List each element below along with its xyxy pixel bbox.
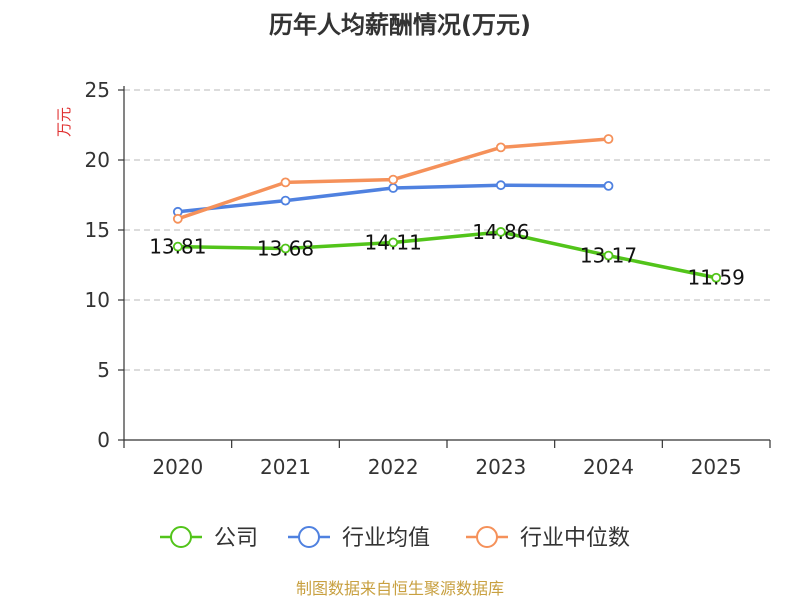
data-point[interactable] — [172, 213, 183, 224]
legend-item[interactable]: 行业均值 — [288, 526, 430, 551]
x-tick-label: 2023 — [475, 455, 526, 479]
legend-label: 行业均值 — [342, 526, 430, 551]
legend-label: 公司 — [214, 526, 258, 551]
data-label: 13.17 — [580, 244, 637, 268]
data-point[interactable] — [603, 180, 614, 191]
data-point[interactable] — [711, 272, 722, 283]
y-tick-label: 20 — [85, 148, 110, 172]
data-point[interactable] — [280, 177, 291, 188]
data-point[interactable] — [172, 241, 183, 252]
series-1 — [172, 180, 614, 217]
data-point[interactable] — [280, 243, 291, 254]
x-tick-label: 2020 — [152, 455, 203, 479]
data-point[interactable] — [495, 142, 506, 153]
data-label: 13.81 — [149, 235, 206, 259]
y-tick-label: 15 — [85, 218, 110, 242]
series-2 — [172, 134, 614, 224]
y-tick-label: 0 — [97, 428, 110, 452]
legend-marker — [476, 526, 498, 548]
y-axis-label: 万元 — [55, 107, 73, 137]
x-tick-label: 2025 — [691, 455, 742, 479]
data-label: 13.68 — [257, 236, 314, 260]
data-point[interactable] — [495, 180, 506, 191]
data-point[interactable] — [388, 174, 399, 185]
legend-marker — [298, 526, 320, 548]
y-tick-label: 10 — [85, 288, 110, 312]
data-label: 11.59 — [688, 266, 745, 290]
legend-item[interactable]: 行业中位数 — [466, 526, 630, 551]
x-tick-label: 2022 — [368, 455, 419, 479]
legend-item[interactable]: 公司 — [160, 526, 258, 551]
grid-lines — [124, 89, 770, 371]
data-point[interactable] — [280, 195, 291, 206]
chart-title: 历年人均薪酬情况(万元) — [269, 11, 531, 39]
x-tick-label: 2024 — [583, 455, 634, 479]
y-tick-label: 5 — [97, 358, 110, 382]
legend[interactable]: 公司 行业均值 行业中位数 — [160, 526, 630, 551]
data-label: 14.11 — [365, 230, 422, 254]
data-point[interactable] — [388, 237, 399, 248]
data-point[interactable] — [603, 134, 614, 144]
y-tick-label: 25 — [85, 78, 110, 102]
x-tick-label: 2021 — [260, 455, 311, 479]
source-note: 制图数据来自恒生聚源数据库 — [296, 579, 504, 598]
legend-marker — [170, 526, 192, 548]
series-line — [176, 230, 718, 280]
data-point[interactable] — [388, 183, 399, 193]
series-0: 13.81 13.68 14.11 14.86 13.17 11.59 — [149, 220, 745, 290]
data-point[interactable] — [495, 227, 506, 237]
data-point[interactable] — [603, 250, 614, 261]
series-group: 13.81 13.68 14.11 14.86 13.17 11.59 — [149, 134, 745, 290]
legend-label: 行业中位数 — [520, 526, 630, 551]
data-label: 14.86 — [472, 220, 529, 244]
